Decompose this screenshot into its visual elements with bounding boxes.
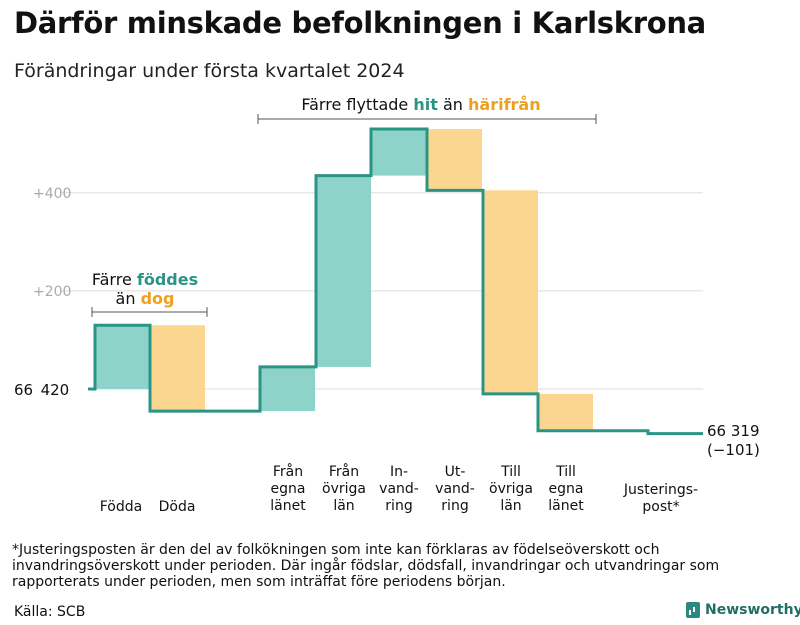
x-category-label: Justerings-post* [623,482,698,515]
annotation-moves: Färre flyttade hit än härifrån [301,95,540,114]
brand-name: Newsworthy [705,602,800,618]
x-category-label: Från övriga län [322,463,366,514]
x-category-label: Födda [100,499,142,515]
source-label: Källa: SCB [14,604,86,620]
start-value-label: 66 420 [14,381,69,399]
waterfall-bar [538,393,593,431]
chart-subtitle: Förändringar under första kvartalet 2024 [14,60,405,82]
waterfall-bar [95,325,150,389]
waterfall-bar [260,366,315,412]
waterfall-bar [150,325,205,412]
x-category-label: Till övriga län [489,464,533,514]
annotation-births-line1: Färre föddes [92,270,198,289]
y-tick-label: +400 [33,186,71,202]
brand: Newsworthy [686,602,800,618]
waterfall-bar [371,129,426,176]
chart-title: Därför minskade befolkningen i Karlskron… [14,6,706,40]
waterfall-chart: +200 +400 Födda Döda Från egna länet Från övriga… [14,95,760,515]
bar-chart-icon [686,602,700,618]
waterfall-line [88,127,703,436]
x-category-label: Till egna länet [548,464,584,514]
end-value-label: 66 319 [707,422,760,440]
y-tick-label: +200 [33,284,71,300]
x-category-label: Från egna länet [270,463,306,514]
x-category-label: Döda [159,499,196,515]
waterfall-bar [427,129,482,191]
waterfall-bar [316,175,371,367]
waterfall-bar [483,190,538,394]
footnote: *Justeringsposten är den del av folkökni… [12,542,720,590]
x-category-label: Ut-vand-ring [435,464,475,514]
x-category-label: In-vand-ring [379,464,419,514]
annotation-births-line2: än dog [116,289,175,308]
end-change-label: (−101) [707,441,760,459]
